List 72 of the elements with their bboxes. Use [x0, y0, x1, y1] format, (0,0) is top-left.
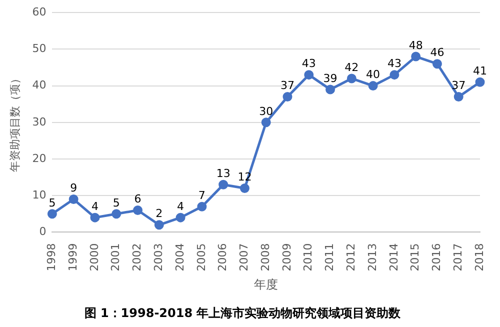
y-tick-label: 20	[32, 152, 46, 165]
data-label: 4	[177, 200, 184, 213]
point	[368, 81, 378, 91]
point	[133, 205, 143, 215]
data-label: 37	[280, 79, 294, 92]
point	[326, 84, 336, 94]
data-label: 13	[216, 166, 230, 180]
point	[218, 180, 228, 190]
x-tick-label: 2012	[344, 243, 358, 272]
y-tick-label: 40	[32, 78, 46, 92]
data-label: 2	[156, 207, 163, 220]
x-tick-label: 2000	[88, 243, 101, 272]
x-tick-label: 2006	[216, 243, 230, 272]
x-tick-label: 2016	[430, 243, 444, 272]
data-label: 43	[387, 57, 402, 70]
point	[454, 92, 464, 102]
point	[411, 52, 421, 62]
y-tick-label: 30	[32, 115, 46, 128]
y-tick-label: 0	[39, 225, 46, 238]
point	[304, 70, 314, 80]
point	[154, 220, 164, 230]
point	[68, 194, 78, 204]
point	[176, 212, 186, 222]
y-axis-title: 年资助项目数（项）	[8, 72, 22, 172]
point	[432, 59, 442, 69]
x-tick-label: 2014	[387, 243, 400, 272]
x-tick-label: 1998	[45, 243, 58, 272]
x-tick-label: 2003	[152, 243, 166, 272]
y-tick-label: 60	[32, 5, 46, 18]
point	[346, 74, 356, 84]
point	[47, 209, 57, 219]
data-label: 42	[344, 60, 359, 74]
point	[112, 209, 122, 219]
y-tick-label: 50	[32, 42, 46, 56]
data-label: 37	[452, 79, 466, 92]
point	[282, 92, 292, 102]
data-label: 5	[112, 196, 120, 210]
data-label: 6	[134, 192, 142, 206]
x-tick-label: 2015	[408, 243, 422, 272]
y-tick-label: 10	[32, 188, 46, 202]
x-tick-label: 2010	[302, 243, 315, 272]
point	[240, 184, 250, 194]
data-label: 43	[302, 57, 316, 70]
data-label: 40	[366, 68, 380, 82]
x-tick-label: 2008	[258, 243, 272, 272]
x-tick-label: 2018	[472, 243, 486, 272]
x-tick-label: 1999	[66, 243, 80, 272]
data-label: 48	[408, 38, 423, 52]
x-tick-label: 2005	[194, 243, 208, 272]
point	[197, 202, 207, 212]
point	[261, 118, 271, 128]
x-tick-label: 2013	[366, 243, 379, 272]
x-tick-label: 2002	[130, 243, 144, 272]
x-tick-label: 2017	[451, 243, 464, 272]
point	[390, 70, 400, 80]
text: 图 1：1998-2018 年上海市实验动物研究领域项目资助数	[84, 306, 402, 320]
point	[475, 77, 485, 87]
data-label: 46	[430, 46, 444, 60]
data-label: 4	[91, 200, 98, 213]
data-label: 30	[259, 104, 274, 118]
point	[90, 212, 100, 222]
data-label: 7	[198, 188, 206, 202]
x-tick-label: 2009	[280, 243, 294, 272]
x-tick-label: 2011	[323, 243, 336, 272]
data-label: 9	[70, 182, 78, 195]
x-axis-title: 年度	[254, 278, 278, 292]
x-tick-label: 2004	[173, 243, 186, 272]
data-label: 41	[473, 64, 487, 78]
x-tick-label: 2001	[109, 243, 122, 272]
x-tick-label: 2007	[238, 243, 251, 272]
data-label: 39	[323, 72, 338, 85]
data-label: 5	[48, 196, 56, 210]
